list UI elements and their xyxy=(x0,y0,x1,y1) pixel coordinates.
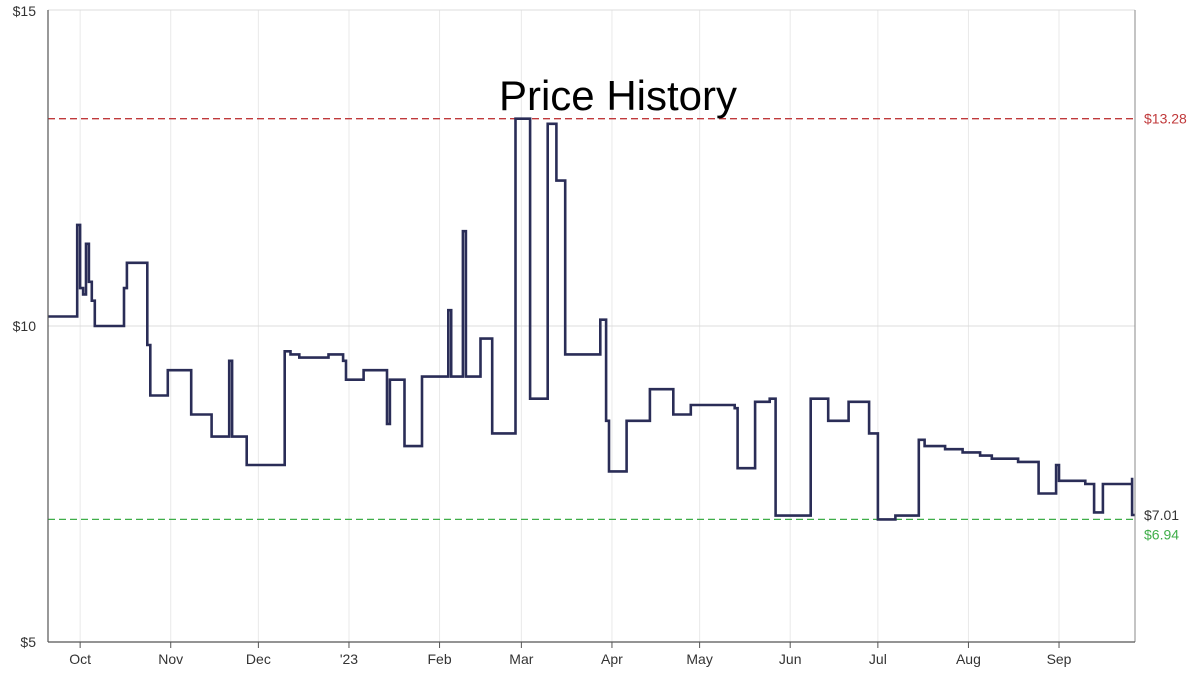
x-tick-label: May xyxy=(686,651,712,667)
reference-lines: $13.28 $6.94 $7.01 xyxy=(48,111,1187,542)
chart-title: Price History xyxy=(499,72,737,119)
y-tick-label: $10 xyxy=(13,318,37,334)
highest-price-label: $13.28 xyxy=(1144,111,1187,127)
x-tick-label: Sep xyxy=(1047,651,1072,667)
series-layer xyxy=(48,117,1135,521)
y-tick-label: $15 xyxy=(13,3,37,19)
current-price-label: $7.01 xyxy=(1144,507,1179,523)
x-tick-label: Nov xyxy=(158,651,183,667)
x-tick-label: Dec xyxy=(246,651,271,667)
x-tick-label: Aug xyxy=(956,651,981,667)
price-series-line xyxy=(48,117,1135,521)
x-tick-label: Apr xyxy=(601,651,623,667)
x-tick-label: Feb xyxy=(427,651,451,667)
lowest-price-label: $6.94 xyxy=(1144,526,1179,542)
x-tick-label: Oct xyxy=(69,651,91,667)
x-tick-label: Mar xyxy=(509,651,533,667)
x-tick-label: Jul xyxy=(869,651,887,667)
x-tick-label: Jun xyxy=(779,651,802,667)
x-tick-label: '23 xyxy=(340,651,358,667)
y-tick-label: $5 xyxy=(20,634,36,650)
axes: Oct Nov Dec '23 Feb Mar Apr May Jun Jul Aug Sep $5 $1… xyxy=(13,3,1136,667)
